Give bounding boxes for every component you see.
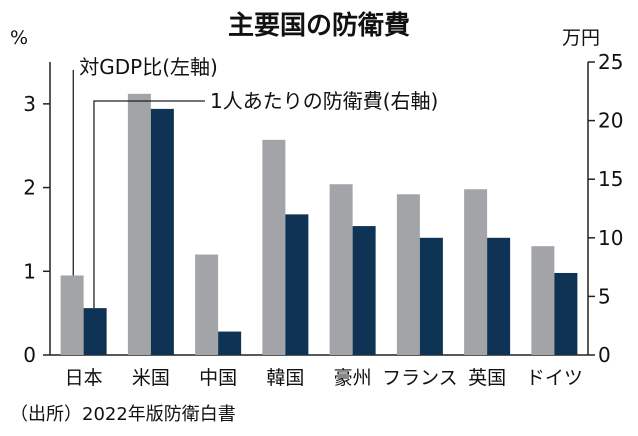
bars: [60, 93, 578, 355]
bar-per-capita: [352, 226, 376, 355]
left-axis-unit: %: [10, 27, 28, 49]
bar-gdp-ratio: [464, 189, 488, 355]
bar-gdp-ratio: [60, 275, 84, 355]
category-label: 中国: [199, 367, 237, 389]
bar-per-capita: [83, 308, 107, 355]
left-tick-label: 3: [23, 92, 36, 116]
bar-per-capita: [150, 108, 174, 355]
right-tick-label: 15: [598, 167, 623, 191]
right-tick-label: 25: [598, 50, 623, 74]
left-tick-label: 2: [23, 176, 36, 200]
category-label: 英国: [468, 367, 506, 389]
right-tick-label: 0: [598, 343, 611, 367]
bar-gdp-ratio: [127, 93, 151, 355]
category-label: ドイツ: [526, 367, 583, 389]
chart-title: 主要国の防衛費: [228, 11, 410, 41]
bar-per-capita: [487, 237, 511, 355]
bar-per-capita: [554, 272, 578, 355]
category-label: フランス: [382, 367, 458, 389]
source-note: （出所）2022年版防衛白書: [10, 404, 236, 425]
category-labels: 日本 米国 中国 韓国 豪州 フランス 英国 ドイツ: [65, 367, 583, 389]
category-label: 米国: [132, 367, 170, 389]
bar-per-capita: [218, 331, 242, 355]
category-label: 日本: [65, 367, 103, 389]
bar-gdp-ratio: [396, 194, 420, 355]
bar-gdp-ratio: [262, 139, 286, 355]
right-tick-label: 20: [598, 109, 623, 133]
legend-callouts: 対GDP比(左軸) 1人あたりの防衛費(右軸): [72, 55, 438, 309]
bar-per-capita: [285, 214, 309, 355]
bar-gdp-ratio: [531, 246, 555, 355]
bar-gdp-ratio: [329, 184, 353, 355]
right-tick-label: 10: [598, 226, 623, 250]
right-axis-unit: 万円: [562, 27, 600, 49]
left-tick-label: 1: [23, 259, 36, 283]
right-tick-label: 5: [598, 284, 611, 308]
bar-gdp-ratio: [195, 254, 219, 355]
bar-per-capita: [419, 237, 443, 355]
legend-gdp-ratio: 対GDP比(左軸): [79, 55, 218, 79]
category-label: 韓国: [266, 367, 304, 389]
callout-line-per-capita: [93, 100, 205, 309]
legend-per-capita: 1人あたりの防衛費(右軸): [210, 89, 438, 113]
left-tick-label: 0: [23, 343, 36, 367]
category-label: 豪州: [334, 367, 372, 389]
